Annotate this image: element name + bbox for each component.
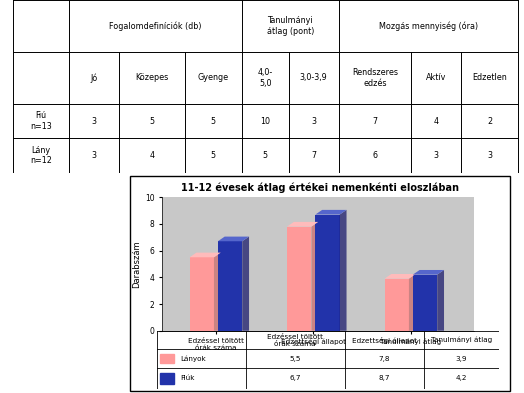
Polygon shape bbox=[242, 237, 249, 331]
Polygon shape bbox=[287, 222, 318, 227]
Bar bbox=[287, 227, 311, 331]
Text: Edzettségi állapot: Edzettségi állapot bbox=[352, 336, 417, 343]
Bar bbox=[385, 279, 409, 331]
Polygon shape bbox=[311, 222, 318, 331]
Text: 3: 3 bbox=[92, 151, 96, 160]
Text: 7,8: 7,8 bbox=[378, 356, 390, 362]
Text: 4,0-
5,0: 4,0- 5,0 bbox=[257, 68, 273, 88]
Text: 6,7: 6,7 bbox=[289, 375, 301, 382]
Text: 5: 5 bbox=[150, 117, 155, 125]
Polygon shape bbox=[218, 237, 249, 241]
Text: 11-12 évesek átlag értékei nemenkénti eloszlában: 11-12 évesek átlag értékei nemenkénti el… bbox=[181, 182, 459, 193]
Text: Edzetlen: Edzetlen bbox=[472, 73, 507, 82]
Text: 3,0-3,9: 3,0-3,9 bbox=[300, 73, 328, 82]
Bar bbox=[413, 275, 437, 331]
Text: 4: 4 bbox=[434, 117, 439, 125]
Text: Tanulmányi
átlag (pont): Tanulmányi átlag (pont) bbox=[267, 16, 314, 36]
Text: 5: 5 bbox=[211, 151, 216, 160]
Polygon shape bbox=[214, 253, 221, 331]
Text: Rendszeres
edzés: Rendszeres edzés bbox=[352, 68, 398, 88]
Text: 3: 3 bbox=[487, 151, 492, 160]
Text: 4: 4 bbox=[150, 151, 155, 160]
Text: Közepes: Közepes bbox=[136, 73, 169, 82]
Text: 10: 10 bbox=[260, 117, 270, 125]
Polygon shape bbox=[315, 210, 346, 215]
Text: Lányok: Lányok bbox=[181, 355, 206, 362]
Text: 5,5: 5,5 bbox=[289, 356, 301, 362]
Text: Jó: Jó bbox=[91, 73, 98, 83]
Bar bbox=[160, 354, 173, 363]
Text: 3,9: 3,9 bbox=[455, 356, 467, 362]
Polygon shape bbox=[409, 274, 416, 331]
Text: Edzéssel töltött
órák száma: Edzéssel töltött órák száma bbox=[267, 334, 323, 347]
Text: 5: 5 bbox=[211, 117, 216, 125]
Text: Fogalomdefiníciók (db): Fogalomdefiníciók (db) bbox=[109, 21, 202, 31]
Text: Tanulmányi átlag: Tanulmányi átlag bbox=[431, 337, 492, 343]
Text: Fiú
n=13: Fiú n=13 bbox=[30, 111, 52, 131]
Text: Gyenge: Gyenge bbox=[198, 73, 229, 82]
Text: 3: 3 bbox=[434, 151, 439, 160]
Text: 2: 2 bbox=[487, 117, 492, 125]
Text: Lány
n=12: Lány n=12 bbox=[30, 146, 52, 165]
Text: 3: 3 bbox=[311, 117, 316, 125]
Text: 3: 3 bbox=[92, 117, 96, 125]
Text: 7: 7 bbox=[373, 117, 377, 125]
Polygon shape bbox=[340, 210, 346, 331]
Polygon shape bbox=[385, 274, 416, 279]
Text: 4,2: 4,2 bbox=[455, 375, 467, 382]
Bar bbox=[190, 257, 214, 331]
Text: Mozgás mennyiség (óra): Mozgás mennyiség (óra) bbox=[379, 21, 478, 31]
Y-axis label: Darabszám: Darabszám bbox=[132, 240, 141, 288]
Text: Fiúk: Fiúk bbox=[181, 375, 195, 382]
Bar bbox=[218, 241, 242, 331]
Text: 7: 7 bbox=[311, 151, 316, 160]
Polygon shape bbox=[190, 253, 221, 257]
Text: 5: 5 bbox=[263, 151, 268, 160]
Text: 8,7: 8,7 bbox=[378, 375, 390, 382]
Polygon shape bbox=[437, 270, 444, 331]
Polygon shape bbox=[413, 270, 444, 275]
Text: 6: 6 bbox=[373, 151, 377, 160]
Text: Aktív: Aktív bbox=[426, 73, 446, 82]
Bar bbox=[315, 215, 340, 331]
Bar bbox=[160, 373, 173, 384]
